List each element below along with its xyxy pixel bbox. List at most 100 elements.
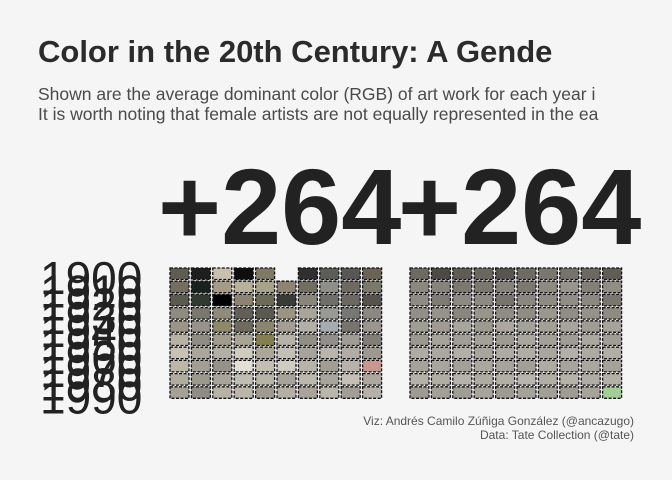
color-tile xyxy=(494,280,516,294)
color-tile xyxy=(297,280,319,294)
color-tile xyxy=(580,293,601,307)
color-tile xyxy=(580,333,601,347)
color-tile xyxy=(537,346,559,360)
color-tile xyxy=(494,359,516,373)
color-tile xyxy=(319,386,340,399)
subtitle-line-2: It is worth noting that female artists a… xyxy=(38,104,599,124)
color-tile xyxy=(276,306,297,320)
color-tile xyxy=(601,346,623,360)
decade-label-1980: 1980 xyxy=(40,358,142,410)
color-tile xyxy=(537,293,559,307)
color-tile xyxy=(452,333,473,347)
color-tile xyxy=(254,346,276,360)
color-tile xyxy=(319,267,340,281)
color-tile xyxy=(473,333,494,347)
color-tile xyxy=(276,372,297,386)
color-tile xyxy=(430,372,452,386)
color-tile xyxy=(169,386,190,399)
color-tile xyxy=(361,306,383,320)
decade-label-1900: 1900 xyxy=(40,252,142,304)
color-tile xyxy=(319,333,340,347)
color-tile xyxy=(297,359,319,373)
color-tile xyxy=(559,267,580,281)
color-tile xyxy=(233,293,254,307)
color-tile xyxy=(190,346,212,360)
credits: Viz: Andrés Camilo Zúñiga González (@anc… xyxy=(363,414,634,442)
color-tile xyxy=(276,293,297,307)
color-tile xyxy=(233,386,254,399)
color-tile xyxy=(212,320,233,333)
decade-label-1960: 1960 xyxy=(40,332,142,384)
color-tile xyxy=(516,346,537,360)
color-tile xyxy=(494,320,516,333)
color-tile xyxy=(319,372,340,386)
color-tile xyxy=(254,359,276,373)
color-tile xyxy=(601,333,623,347)
color-tile xyxy=(601,267,623,281)
color-tile xyxy=(452,306,473,320)
tiles xyxy=(169,267,623,399)
panel-header-2: +264 xyxy=(398,146,641,267)
color-tile xyxy=(537,267,559,281)
color-tile xyxy=(580,386,601,399)
color-tile xyxy=(190,293,212,307)
color-tile xyxy=(233,359,254,373)
color-tile xyxy=(340,372,361,386)
color-tile xyxy=(297,306,319,320)
color-tile xyxy=(601,386,623,399)
color-tile xyxy=(190,359,212,373)
color-tile xyxy=(212,346,233,360)
color-tile xyxy=(430,306,452,320)
color-tile xyxy=(537,306,559,320)
color-tile xyxy=(409,372,430,386)
color-tile xyxy=(340,333,361,347)
subtitle: Shown are the average dominant color (RG… xyxy=(38,84,598,124)
color-tile xyxy=(254,320,276,333)
color-tile xyxy=(212,372,233,386)
color-tile xyxy=(430,293,452,307)
color-tile xyxy=(516,333,537,347)
panel-header-1: +264 xyxy=(158,146,401,267)
color-tile xyxy=(297,320,319,333)
color-tile xyxy=(473,320,494,333)
color-tile xyxy=(559,293,580,307)
color-tile xyxy=(340,359,361,373)
decade-label-1970: 1970 xyxy=(40,345,142,397)
color-tile xyxy=(361,333,383,347)
color-tile xyxy=(494,346,516,360)
color-tile xyxy=(516,267,537,281)
color-tile xyxy=(276,320,297,333)
color-tile xyxy=(601,293,623,307)
color-tile xyxy=(516,320,537,333)
color-tile xyxy=(409,320,430,333)
color-tile xyxy=(580,320,601,333)
color-tile xyxy=(361,280,383,294)
color-tile xyxy=(473,346,494,360)
color-tile xyxy=(473,293,494,307)
color-tile xyxy=(601,359,623,373)
color-tile xyxy=(494,333,516,347)
color-tile xyxy=(361,346,383,360)
color-tile xyxy=(276,333,297,347)
color-tile xyxy=(297,372,319,386)
color-tile xyxy=(430,320,452,333)
color-tile xyxy=(537,386,559,399)
color-tile xyxy=(169,320,190,333)
color-tile xyxy=(580,346,601,360)
color-tile xyxy=(601,320,623,333)
color-tile xyxy=(559,306,580,320)
color-tile xyxy=(361,267,383,281)
color-tile xyxy=(494,372,516,386)
color-tile xyxy=(473,306,494,320)
color-tile xyxy=(254,372,276,386)
decade-label-1910: 1910 xyxy=(40,265,142,317)
color-tile xyxy=(276,280,297,294)
color-tile xyxy=(340,320,361,333)
color-tile xyxy=(212,280,233,294)
color-tile xyxy=(537,280,559,294)
viz-credit: Viz: Andrés Camilo Zúñiga González (@anc… xyxy=(363,414,634,428)
color-tile xyxy=(516,306,537,320)
color-tile xyxy=(452,386,473,399)
color-tile xyxy=(276,386,297,399)
